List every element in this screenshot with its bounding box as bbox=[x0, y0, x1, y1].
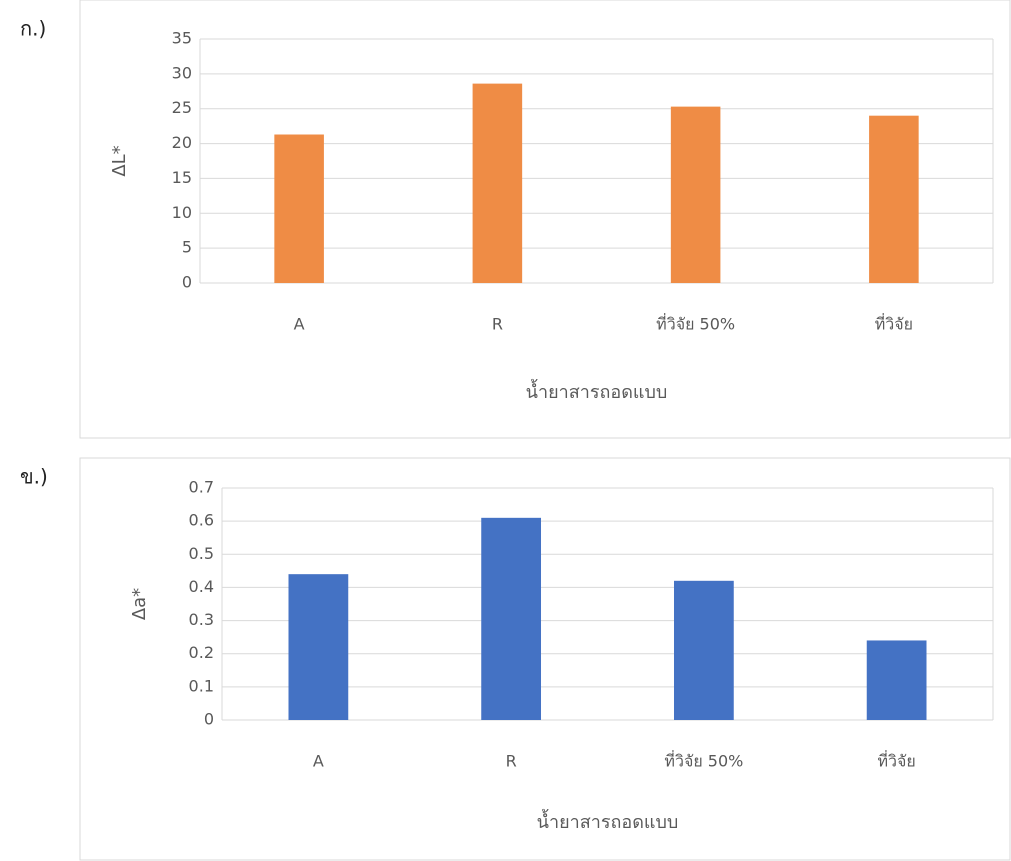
x-tick-label: R bbox=[492, 315, 503, 334]
bar bbox=[866, 640, 927, 720]
y-tick-label: 0.2 bbox=[189, 643, 214, 662]
bar bbox=[288, 574, 349, 720]
x-tick-label: A bbox=[294, 315, 305, 334]
y-tick-label: 35 bbox=[172, 29, 192, 48]
y-tick-label: 0 bbox=[204, 710, 214, 729]
y-tick-label: 0.4 bbox=[189, 577, 214, 596]
panel-label: ข.) bbox=[20, 465, 48, 489]
y-tick-label: 15 bbox=[172, 168, 192, 187]
y-tick-label: 20 bbox=[172, 133, 192, 152]
bar bbox=[869, 115, 919, 283]
bar bbox=[481, 517, 542, 720]
bar bbox=[670, 106, 721, 283]
x-tick-label: ที่วิจัย 50% bbox=[656, 313, 735, 334]
chart-frame bbox=[79, 0, 1011, 439]
x-tick-label: ที่วิจัย bbox=[875, 313, 913, 334]
y-axis-title: Δa* bbox=[129, 588, 150, 620]
y-tick-label: 0.5 bbox=[189, 544, 214, 563]
x-axis-title: น้ำยาสารถอดแบบ bbox=[537, 809, 679, 833]
x-tick-label: ที่วิจัย bbox=[877, 750, 915, 771]
bar bbox=[274, 134, 324, 283]
y-tick-label: 25 bbox=[172, 98, 192, 117]
y-tick-label: 30 bbox=[172, 63, 192, 82]
y-tick-label: 0.3 bbox=[189, 610, 214, 629]
y-tick-label: 0 bbox=[182, 273, 192, 292]
x-tick-label: R bbox=[506, 752, 517, 771]
y-tick-label: 0.7 bbox=[189, 478, 214, 497]
x-axis-title: น้ำยาสารถอดแบบ bbox=[526, 379, 668, 403]
y-tick-label: 10 bbox=[172, 203, 192, 222]
y-axis-title: ΔL* bbox=[109, 145, 130, 176]
panel-label: ก.) bbox=[20, 17, 46, 41]
y-tick-label: 5 bbox=[182, 238, 192, 257]
x-tick-label: A bbox=[313, 752, 324, 771]
y-tick-label: 0.1 bbox=[189, 676, 214, 695]
x-tick-label: ที่วิจัย 50% bbox=[664, 750, 743, 771]
bar bbox=[673, 580, 734, 720]
y-tick-label: 0.6 bbox=[189, 511, 214, 530]
bar bbox=[472, 83, 523, 283]
chart-frame bbox=[79, 457, 1011, 861]
